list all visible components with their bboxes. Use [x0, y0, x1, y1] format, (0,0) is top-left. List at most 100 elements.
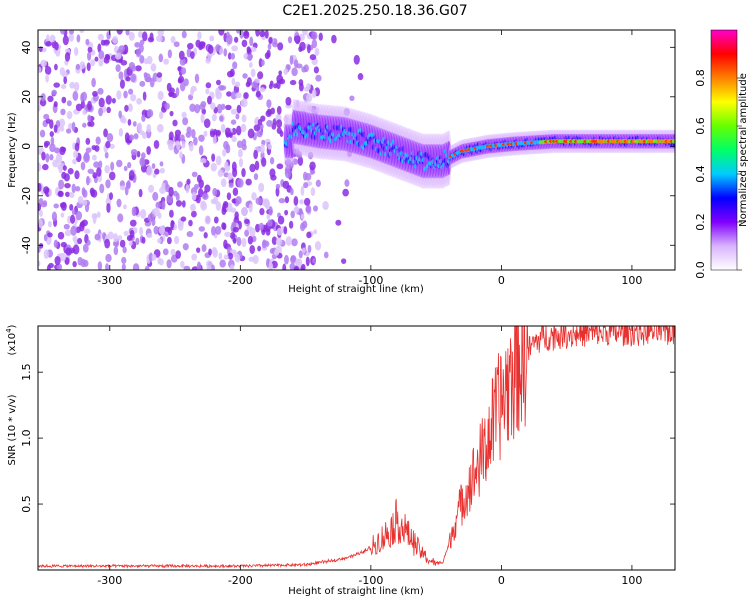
noise-speckle [255, 197, 263, 205]
noise-speckle [267, 143, 273, 150]
snr-scale-note: (x104) [5, 324, 18, 355]
noise-speckle [118, 127, 124, 137]
noise-speckle [75, 103, 83, 112]
noise-speckle [66, 110, 73, 120]
noise-speckle [306, 83, 311, 91]
noise-speckle [313, 205, 318, 212]
noise-speckle [38, 104, 41, 112]
noise-speckle [70, 225, 77, 236]
noise-speckle [106, 202, 111, 213]
noise-speckle [219, 115, 224, 122]
noise-speckle [234, 253, 241, 263]
noise-speckle [170, 248, 176, 256]
noise-speckle [170, 36, 176, 44]
noise-speckle [304, 197, 311, 206]
noise-speckle [215, 90, 222, 100]
noise-speckle [139, 226, 144, 236]
noise-speckle [166, 82, 172, 92]
noise-speckle [270, 107, 276, 115]
noise-speckle [64, 229, 72, 237]
noise-speckle [215, 79, 221, 86]
noise-speckle [230, 91, 238, 100]
noise-speckle [69, 203, 74, 211]
noise-speckle [273, 249, 280, 256]
ridge-peak [672, 138, 675, 144]
noise-speckle [183, 265, 191, 270]
noise-speckle [127, 103, 133, 112]
noise-speckle [246, 225, 253, 232]
noise-speckle [113, 233, 119, 243]
noise-speckle [278, 70, 283, 76]
noise-speckle [105, 179, 111, 189]
noise-speckle [238, 157, 243, 168]
noise-speckle [93, 161, 100, 168]
noise-speckle [357, 73, 364, 81]
noise-speckle [119, 79, 125, 89]
noise-speckle [114, 52, 122, 60]
noise-speckle [49, 34, 56, 43]
noise-speckle [139, 209, 147, 219]
noise-speckle [229, 264, 235, 270]
noise-speckle [44, 65, 52, 75]
noise-speckle [217, 169, 224, 178]
noise-speckle [236, 140, 243, 149]
noise-speckle [276, 127, 282, 134]
noise-speckle [241, 114, 247, 123]
noise-speckle [177, 221, 184, 231]
noise-speckle [193, 183, 200, 190]
noise-speckle [255, 90, 261, 98]
noise-speckle [82, 109, 87, 115]
noise-speckle [98, 160, 103, 169]
noise-speckle [268, 262, 274, 270]
noise-speckle [272, 41, 279, 48]
noise-speckle [125, 76, 131, 82]
noise-speckle [226, 192, 232, 201]
noise-speckle [236, 125, 242, 136]
noise-speckle [137, 122, 143, 133]
noise-speckle [235, 113, 240, 120]
noise-speckle [43, 113, 50, 120]
noise-speckle [72, 244, 80, 255]
noise-speckle [284, 209, 289, 216]
noise-speckle [48, 262, 54, 269]
x-tick-label: -100 [358, 574, 383, 587]
noise-speckle [241, 237, 247, 248]
noise-speckle [305, 256, 310, 267]
noise-speckle [124, 132, 130, 142]
noise-speckle [229, 232, 236, 239]
noise-speckle [179, 134, 185, 142]
noise-speckle [306, 231, 312, 239]
noise-speckle [269, 156, 275, 165]
noise-speckle [223, 254, 229, 260]
noise-speckle [92, 214, 97, 224]
noise-speckle [129, 219, 137, 227]
noise-speckle [247, 128, 255, 139]
noise-speckle [139, 54, 145, 64]
noise-speckle [273, 83, 278, 89]
noise-speckle [149, 32, 154, 41]
noise-speckle [41, 151, 46, 161]
noise-speckle [276, 163, 284, 170]
noise-speckle [268, 206, 273, 216]
noise-speckle [103, 39, 110, 45]
noise-speckle [313, 229, 318, 235]
noise-speckle [224, 127, 231, 137]
noise-speckle [141, 152, 146, 160]
noise-speckle [117, 235, 123, 241]
noise-speckle [38, 197, 44, 205]
noise-speckle [104, 165, 110, 174]
noise-speckle [118, 71, 124, 80]
noise-speckle [147, 213, 155, 223]
noise-speckle [60, 84, 67, 90]
noise-speckle [318, 32, 323, 41]
noise-speckle [221, 206, 227, 216]
noise-speckle [199, 41, 206, 47]
noise-speckle [212, 134, 217, 145]
noise-speckle [191, 253, 198, 261]
spectrogram-panel: -300 -200 -100 0 100 40 20 0 -20 -40 Height of s… [7, 29, 676, 295]
noise-speckle [173, 41, 180, 48]
y-tick-label: 1.5 [20, 363, 33, 381]
noise-speckle [211, 246, 217, 256]
noise-speckle [180, 216, 187, 222]
noise-speckle [87, 46, 93, 53]
